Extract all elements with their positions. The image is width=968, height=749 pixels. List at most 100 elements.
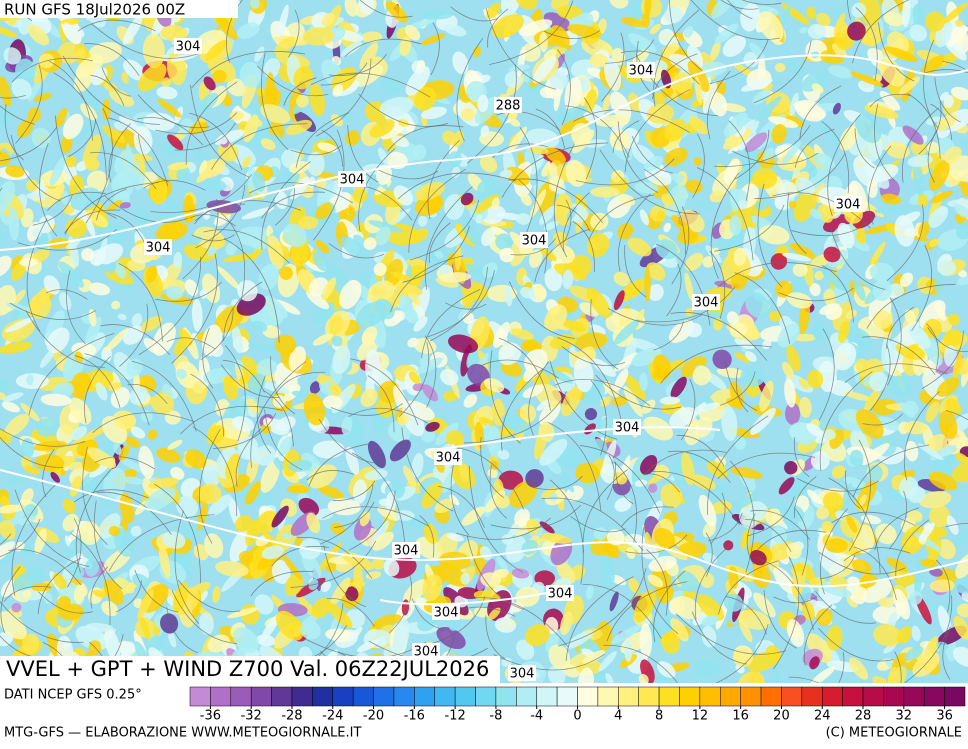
streamline [425,596,486,646]
field-blob [954,204,968,219]
field-blob [844,391,872,401]
streamline [9,302,96,320]
streamline [643,168,687,255]
colorbar-swatch [821,686,843,707]
field-blob [850,71,884,87]
field-blob [823,246,841,263]
field-blob [70,426,88,441]
field-blob [928,238,940,248]
colorbar-swatch [781,686,803,707]
field-blob [938,410,958,439]
field-blob [543,49,557,60]
streamline [819,554,856,580]
streamline [37,557,82,614]
streamline [344,38,422,57]
colorbar-tick-label: -28 [281,709,302,724]
streamline [827,113,862,217]
field-blob [768,116,799,128]
field-blob [399,36,412,57]
field-blob [898,76,921,95]
field-blob [613,290,625,311]
field-blob [899,272,914,287]
streamline [119,303,149,367]
streamline [927,130,937,183]
field-blob [239,374,250,385]
streamline [166,606,198,654]
contour-line [0,54,968,251]
field-blob [734,337,755,350]
field-blob [685,179,703,194]
streamline [95,456,155,470]
field-blob [866,179,878,199]
field-blob [377,506,400,521]
field-blob [50,183,65,202]
field-blob [261,545,284,560]
field-blob [584,89,597,113]
streamline [714,125,811,167]
field-blob [185,449,207,469]
streamline [903,595,953,683]
field-blob [843,476,869,490]
field-blob [332,345,351,374]
streamline [466,535,524,610]
field-blob [745,292,770,319]
field-blob [479,155,498,173]
field-blob [282,223,307,248]
colorbar-tick-label: -20 [363,709,384,724]
field-blob [15,58,36,84]
streamline [350,358,419,426]
field-blob [312,251,330,272]
streamline [757,183,783,288]
field-blob [103,81,118,93]
field-blob [69,397,92,425]
streamline [398,342,430,417]
field-blob [344,0,359,17]
field-blob [8,206,20,241]
streamline [541,497,644,552]
field-blob [480,572,502,588]
field-blob [321,12,335,27]
field-blob [611,395,628,407]
streamline [468,465,524,573]
streamline [358,148,396,232]
field-blob [75,47,86,61]
streamline [326,598,375,627]
streamline [710,172,739,279]
field-blob [37,235,48,247]
contour-line [379,589,561,606]
field-blob [233,627,259,653]
field-blob [254,46,265,62]
field-blob [201,324,223,356]
streamline [328,243,385,259]
field-blob [937,539,956,560]
streamline [644,473,681,493]
streamline [612,120,640,153]
field-blob [879,90,901,111]
field-blob [600,396,612,407]
field-blob [658,28,675,46]
field-blob [536,399,551,411]
field-blob [600,556,615,591]
streamline [311,72,431,98]
streamline [746,513,756,565]
field-blob [731,492,760,510]
field-blob [85,316,102,345]
field-blob [474,421,485,448]
field-blob [16,119,34,138]
field-blob [669,407,696,428]
streamline [573,109,691,133]
field-blob [565,159,587,187]
field-blob [0,76,12,107]
field-blob [872,279,892,301]
field-blob [381,76,401,96]
field-blob [959,138,968,148]
streamline [131,360,197,432]
field-blob [826,625,843,651]
field-blob [411,453,424,478]
field-blob [196,162,220,183]
streamline [631,136,673,174]
field-blob [289,177,310,200]
field-blob [812,152,835,170]
field-blob [439,272,472,283]
field-blob [452,51,469,75]
